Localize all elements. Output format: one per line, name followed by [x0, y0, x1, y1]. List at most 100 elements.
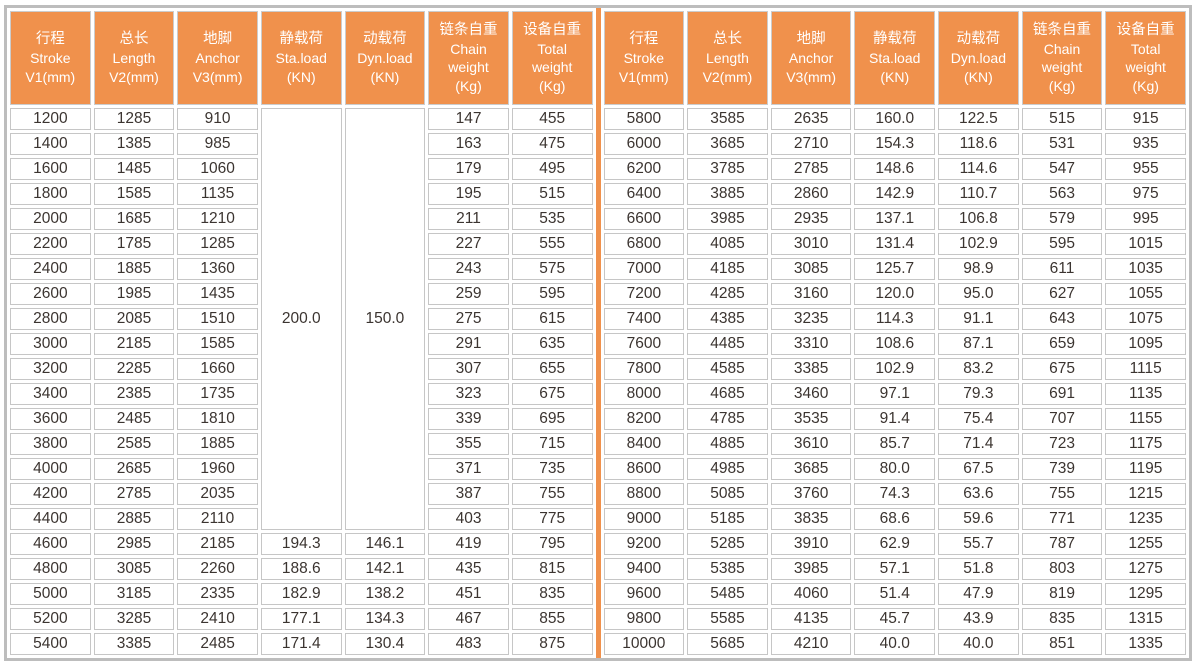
cell-stroke: 8400	[603, 433, 685, 455]
cell-stroke: 5000	[10, 583, 91, 605]
cell-length: 3985	[687, 208, 768, 230]
cell-stroke: 6200	[603, 158, 685, 180]
header-label-zh: 行程	[35, 30, 65, 47]
cell-chain-weight: 579	[1021, 208, 1103, 230]
cell-sta-load: 142.9	[854, 183, 936, 205]
table-row: 1600 1485 1060 179 495	[10, 158, 593, 180]
cell-stroke: 7600	[603, 333, 685, 355]
table-row: 3000 2185 1585 291 635	[10, 333, 593, 355]
orange-divider	[595, 8, 601, 658]
cell-anchor: 3235	[770, 308, 852, 330]
table-row: 7000 4185 3085 125.7 98.9 611 1035	[603, 258, 1186, 280]
cell-stroke: 4600	[10, 533, 91, 555]
cell-anchor: 2485	[177, 633, 258, 655]
cell-chain-weight: 419	[428, 533, 509, 555]
cell-sta-load: 160.0	[854, 108, 936, 130]
cell-sta-load: 97.1	[854, 383, 936, 405]
table-row: 4200 2785 2035 387 755	[10, 483, 593, 505]
cell-stroke: 3600	[10, 408, 91, 430]
cell-length: 4885	[687, 433, 768, 455]
cell-anchor: 3910	[770, 533, 852, 555]
cell-total-weight: 1235	[1105, 508, 1186, 530]
cell-length: 1785	[93, 233, 175, 255]
table-row: 8400 4885 3610 85.7 71.4 723 1175	[603, 433, 1186, 455]
header-label-en: (Kg)	[538, 77, 566, 94]
cell-stroke: 5800	[603, 108, 685, 130]
cell-anchor: 1660	[177, 358, 258, 380]
cell-sta-load: 188.6	[260, 558, 342, 580]
cell-sta-load: 114.3	[854, 308, 936, 330]
cell-stroke: 3400	[10, 383, 91, 405]
cell-anchor: 2710	[770, 133, 852, 155]
cell-sta-load: 74.3	[854, 483, 936, 505]
cell-anchor: 1285	[177, 233, 258, 255]
header-label-en: V2(mm)	[702, 68, 753, 85]
cell-total-weight: 975	[1105, 183, 1186, 205]
header-cell-stroke: 行程 Stroke V1(mm)	[10, 11, 91, 105]
cell-total-weight: 1295	[1105, 583, 1186, 605]
cell-length: 3285	[93, 608, 175, 630]
spec-table-left-panel: 行程 Stroke V1(mm) 总长 Length V2(mm) 地脚 Anchor V3(m…	[7, 8, 596, 658]
table-row: 8000 4685 3460 97.1 79.3 691 1135	[603, 383, 1186, 405]
cell-length: 4185	[687, 258, 768, 280]
cell-anchor: 1435	[177, 283, 258, 305]
cell-dyn-load: 95.0	[938, 283, 1019, 305]
cell-dyn-load: 130.4	[344, 633, 426, 655]
cell-chain-weight: 659	[1021, 333, 1103, 355]
cell-sta-load: 102.9	[854, 358, 936, 380]
cell-total-weight: 1015	[1105, 233, 1186, 255]
cell-total-weight: 575	[511, 258, 593, 280]
cell-total-weight: 775	[511, 508, 593, 530]
cell-stroke: 7200	[603, 283, 685, 305]
table-row: 3400 2385 1735 323 675	[10, 383, 593, 405]
spec-sheet: 行程 Stroke V1(mm) 总长 Length V2(mm) 地脚 Anchor V3(m…	[4, 5, 1192, 661]
cell-length: 1285	[93, 108, 175, 130]
cell-anchor: 1885	[177, 433, 258, 455]
cell-stroke: 9000	[603, 508, 685, 530]
header-label-en: weight	[448, 59, 489, 76]
header-label-en: Anchor	[195, 50, 240, 67]
header-label-en: (KN)	[880, 68, 910, 85]
table-row: 10000 5685 4210 40.0 40.0 851 1335	[603, 633, 1186, 655]
cell-length: 2485	[93, 408, 175, 430]
header-label-en: Total	[537, 40, 567, 57]
cell-dyn-load: 47.9	[938, 583, 1019, 605]
cell-total-weight: 855	[511, 608, 593, 630]
table-row: 6000 3685 2710 154.3 118.6 531 935	[603, 133, 1186, 155]
header-cell-stroke: 行程 Stroke V1(mm)	[603, 11, 685, 105]
cell-length: 2185	[93, 333, 175, 355]
table-row: 5000 3185 2335 182.9 138.2 451 835	[10, 583, 593, 605]
table-row: 1200 1285 910 200.0 150.0 147 455	[10, 108, 593, 530]
cell-stroke: 9400	[603, 558, 685, 580]
cell-total-weight: 795	[511, 533, 593, 555]
cell-total-weight: 535	[511, 208, 593, 230]
cell-total-weight: 455	[511, 108, 593, 130]
cell-chain-weight: 147	[428, 108, 509, 130]
merged-cell-sta-load: 200.0	[260, 108, 342, 530]
cell-stroke: 1200	[10, 108, 91, 130]
cell-stroke: 2600	[10, 283, 91, 305]
cell-sta-load: 45.7	[854, 608, 936, 630]
table-row: 2600 1985 1435 259 595	[10, 283, 593, 305]
cell-chain-weight: 723	[1021, 433, 1103, 455]
cell-stroke: 3800	[10, 433, 91, 455]
cell-chain-weight: 179	[428, 158, 509, 180]
cell-chain-weight: 371	[428, 458, 509, 480]
cell-dyn-load: 71.4	[938, 433, 1019, 455]
cell-anchor: 1810	[177, 408, 258, 430]
cell-chain-weight: 547	[1021, 158, 1103, 180]
table-row: 7800 4585 3385 102.9 83.2 675 1115	[603, 358, 1186, 380]
cell-anchor: 1060	[177, 158, 258, 180]
cell-anchor: 4060	[770, 583, 852, 605]
header-label-en: Stroke	[623, 50, 665, 67]
cell-anchor: 4210	[770, 633, 852, 655]
cell-stroke: 2200	[10, 233, 91, 255]
cell-dyn-load: 138.2	[344, 583, 426, 605]
cell-total-weight: 515	[511, 183, 593, 205]
cell-stroke: 4200	[10, 483, 91, 505]
cell-sta-load: 194.3	[260, 533, 342, 555]
table-row: 4800 3085 2260 188.6 142.1 435 815	[10, 558, 593, 580]
header-cell-chain-weight: 链条自重 Chain weight (Kg)	[428, 11, 509, 105]
cell-length: 2685	[93, 458, 175, 480]
cell-stroke: 9200	[603, 533, 685, 555]
